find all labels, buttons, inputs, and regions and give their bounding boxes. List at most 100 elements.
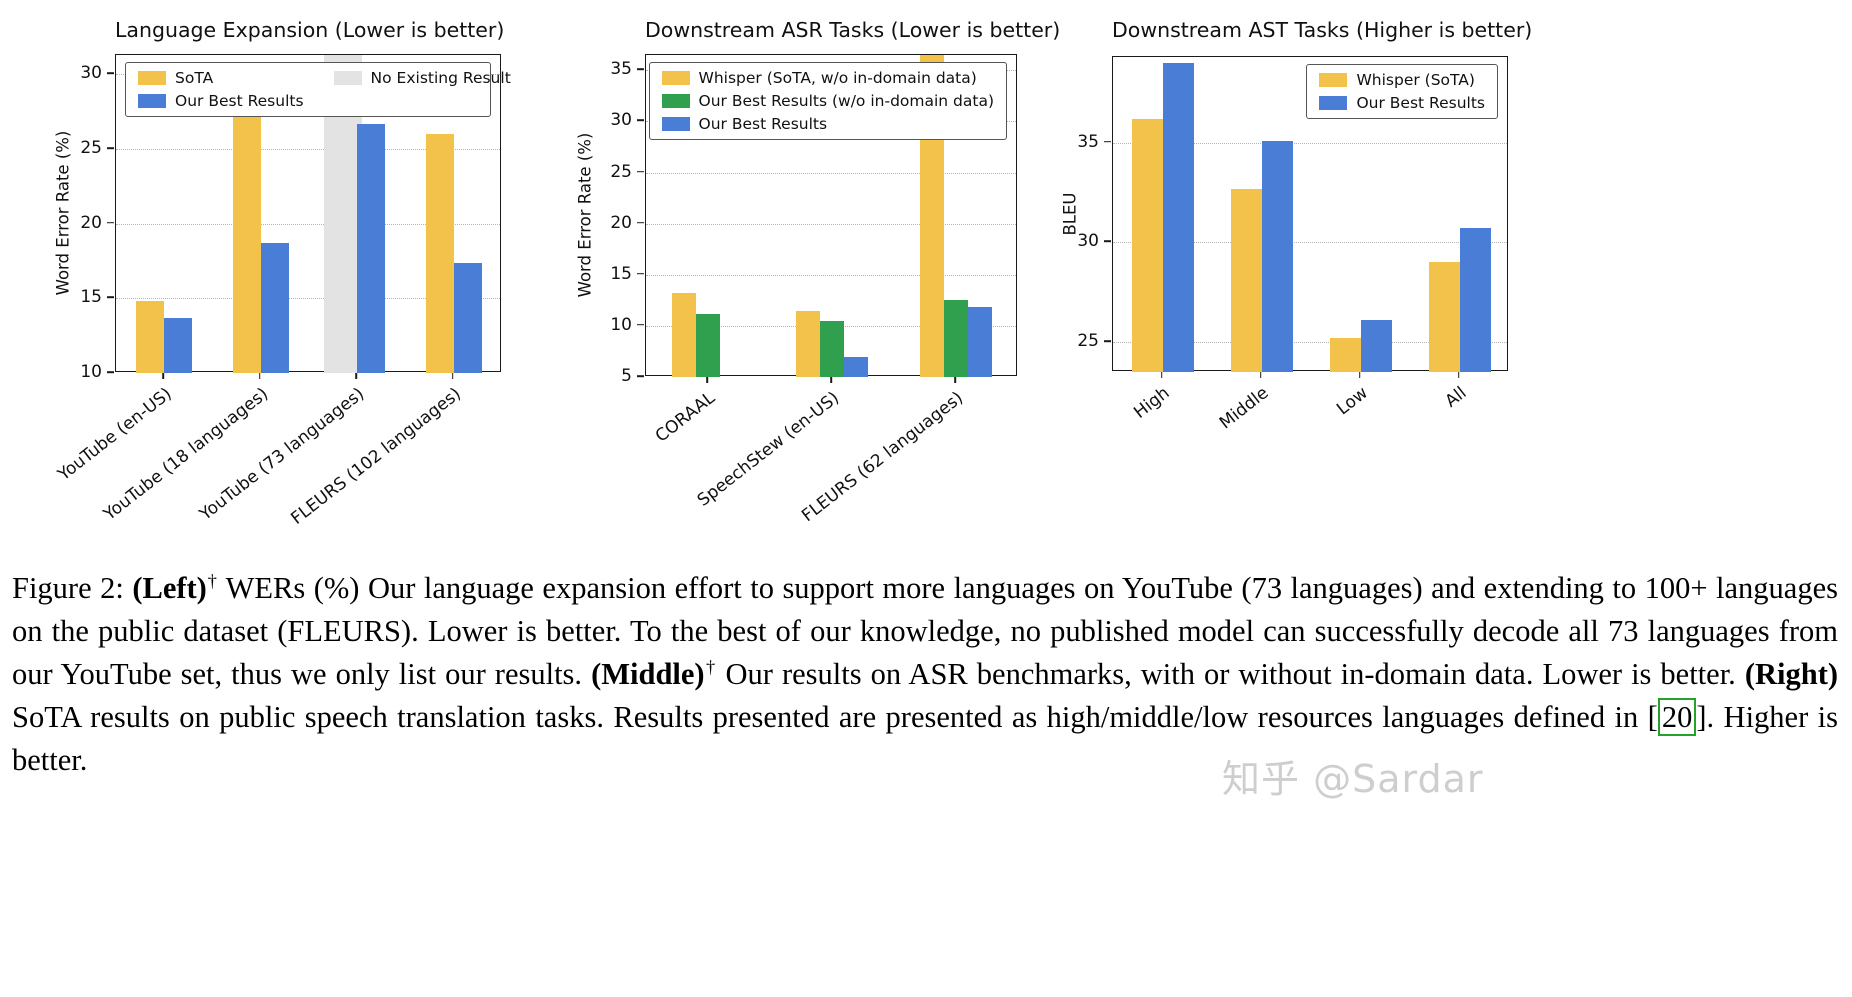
legend-item: SoTA xyxy=(138,69,304,87)
x-tick-mark xyxy=(1160,371,1163,378)
legend-label: Whisper (SoTA) xyxy=(1356,71,1475,89)
chart-language-expansion: Language Expansion (Lower is better) Word… xyxy=(15,6,531,529)
bar-blue xyxy=(968,307,992,377)
x-tick-labels: YouTube (en-US) YouTube (18 languages) You… xyxy=(54,384,501,529)
legend-label: Whisper (SoTA, w/o in-domain data) xyxy=(698,69,977,87)
caption-text: (Left) xyxy=(132,570,207,605)
y-tick-label: 15 xyxy=(80,287,102,308)
x-tick-label: FLEURS (102 languages) xyxy=(287,384,466,529)
bar-gold xyxy=(425,134,454,373)
x-tick-mark xyxy=(1358,371,1361,378)
x-tick-labels: High Middle Low All xyxy=(1112,383,1508,513)
gridline xyxy=(116,223,500,225)
y-tick-mark xyxy=(107,221,114,224)
bar-blue xyxy=(1261,140,1293,372)
x-tick-mark xyxy=(954,376,956,383)
y-tick-mark xyxy=(107,147,114,149)
chart-legend: Whisper (SoTA) Our Best Results xyxy=(1306,64,1498,119)
x-tick-labels: CORAAL SpeechStew (en-US) FLEURS (62 langu… xyxy=(645,388,1017,526)
bar-blue xyxy=(1162,62,1194,372)
x-tick-mark xyxy=(1457,371,1460,378)
y-tick-label: 10 xyxy=(610,314,632,335)
caption-text: (Middle) xyxy=(591,656,705,691)
gridline xyxy=(646,274,1016,276)
legend-swatch xyxy=(138,94,166,108)
bar-green xyxy=(944,300,968,377)
caption-text: Figure 2: xyxy=(12,570,133,605)
chart-title: Downstream ASR Tasks (Lower is better) xyxy=(645,18,1061,42)
bar-blue xyxy=(357,123,386,373)
legend-swatch xyxy=(138,71,166,85)
x-tick-mark xyxy=(258,372,261,379)
bar-gold xyxy=(1230,188,1262,372)
legend-item: No Existing Result xyxy=(333,69,511,87)
y-tick-label: 35 xyxy=(610,59,632,80)
caption-text: (Right) xyxy=(1744,656,1839,691)
legend-swatch xyxy=(333,71,362,85)
figure-caption: Figure 2: (Left)† WERs (%) Our language … xyxy=(12,567,1838,782)
y-tick-label: 30 xyxy=(80,63,102,84)
caption-text: Our results on ASR benchmarks, with or w… xyxy=(716,656,1745,691)
y-tick-mark xyxy=(1104,240,1111,243)
gridline xyxy=(646,172,1016,174)
y-tick-label: 30 xyxy=(1077,231,1099,252)
gridline xyxy=(1113,142,1507,144)
caption-text: † xyxy=(206,570,218,591)
bar-gold xyxy=(672,293,696,377)
x-tick-label: YouTube (73 languages) xyxy=(196,384,369,525)
bar-blue xyxy=(1459,228,1491,372)
chart-legend: Whisper (SoTA, w/o in-domain data) Our Be… xyxy=(648,62,1007,140)
x-tick-label: YouTube (18 languages) xyxy=(99,384,273,525)
caption-text: SoTA results on public speech translatio… xyxy=(12,699,1648,734)
y-tick-mark xyxy=(107,296,114,299)
caption-text: . Higher is better. xyxy=(12,699,1838,777)
legend-swatch xyxy=(661,117,690,131)
citation-number[interactable]: 20 xyxy=(1657,697,1697,736)
y-tick-label: 35 xyxy=(1077,131,1099,152)
caption-text: WERs (%) Our language expansion effort t… xyxy=(12,570,1839,691)
x-tick-label: High xyxy=(1130,383,1174,423)
chart-downstream-asr: Downstream ASR Tasks (Lower is better) Wo… xyxy=(565,6,1061,526)
legend-label: Our Best Results xyxy=(1356,94,1485,112)
y-tick-label: 20 xyxy=(80,212,102,233)
x-tick-mark xyxy=(830,376,832,383)
bar-blue xyxy=(260,243,289,373)
y-tick-label: 25 xyxy=(1077,331,1099,352)
bar-gold xyxy=(1131,118,1163,372)
y-tick-mark xyxy=(1104,340,1111,342)
legend-label: No Existing Result xyxy=(370,69,511,87)
y-axis-label: BLEU xyxy=(1060,191,1080,236)
y-tick-mark xyxy=(107,72,114,75)
bar-green xyxy=(820,320,844,377)
chart-title: Downstream AST Tasks (Higher is better) xyxy=(1112,18,1533,42)
legend-label: SoTA xyxy=(175,69,214,87)
y-tick-label: 15 xyxy=(610,263,632,284)
y-tick-label: 10 xyxy=(80,362,102,382)
gridline xyxy=(116,298,500,300)
bar-blue xyxy=(164,317,193,373)
x-tick-mark xyxy=(162,372,165,379)
chart-legend: SoTA Our Best Results No Existing Result xyxy=(125,62,511,117)
x-tick-label: CORAAL xyxy=(652,388,720,447)
legend-item: Our Best Results (w/o in-domain data) xyxy=(661,92,994,110)
x-tick-mark xyxy=(355,372,358,379)
legend-item: Our Best Results xyxy=(661,115,994,133)
legend-item: Whisper (SoTA) xyxy=(1319,71,1485,89)
caption-text: † xyxy=(704,656,717,677)
x-tick-label: All xyxy=(1441,383,1471,412)
x-tick-label: Low xyxy=(1333,383,1372,420)
legend-label: Our Best Results xyxy=(175,92,304,110)
watermark: 知乎 @Sardar xyxy=(1222,757,1484,801)
x-tick-mark xyxy=(451,372,454,379)
x-tick-label: Middle xyxy=(1216,383,1273,434)
y-tick-mark xyxy=(637,324,644,326)
gridline xyxy=(1113,342,1507,344)
citation-link[interactable]: [20] xyxy=(1647,697,1707,736)
legend-swatch xyxy=(661,94,690,108)
y-tick-mark xyxy=(107,371,114,373)
x-tick-mark xyxy=(706,376,708,383)
y-tick-label: 30 xyxy=(610,110,632,131)
y-tick-mark xyxy=(637,68,644,71)
legend-item: Whisper (SoTA, w/o in-domain data) xyxy=(661,69,994,87)
y-tick-mark xyxy=(1104,140,1111,143)
